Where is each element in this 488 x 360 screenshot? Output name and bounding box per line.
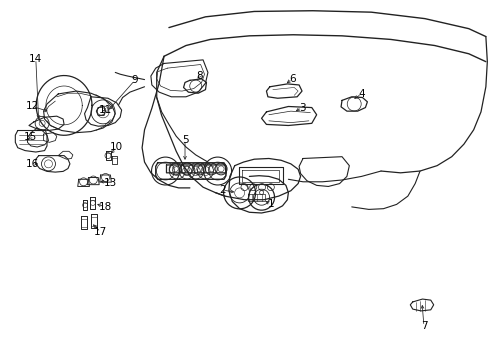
Text: 13: 13 xyxy=(103,178,117,188)
Text: 5: 5 xyxy=(182,135,188,145)
Text: 7: 7 xyxy=(420,321,427,331)
Text: 2: 2 xyxy=(219,185,225,195)
Text: 3: 3 xyxy=(298,103,305,113)
Text: 11: 11 xyxy=(99,105,112,115)
Text: 12: 12 xyxy=(26,102,39,112)
Text: 8: 8 xyxy=(196,71,203,81)
Text: 4: 4 xyxy=(358,89,364,99)
Text: 16: 16 xyxy=(26,159,39,169)
Text: 1: 1 xyxy=(267,199,274,210)
Text: 10: 10 xyxy=(110,142,123,152)
Text: 6: 6 xyxy=(288,74,295,84)
Text: 15: 15 xyxy=(24,132,38,142)
Text: 9: 9 xyxy=(131,75,138,85)
Text: 17: 17 xyxy=(94,227,107,237)
Text: 14: 14 xyxy=(29,54,42,64)
Text: 18: 18 xyxy=(99,202,112,212)
